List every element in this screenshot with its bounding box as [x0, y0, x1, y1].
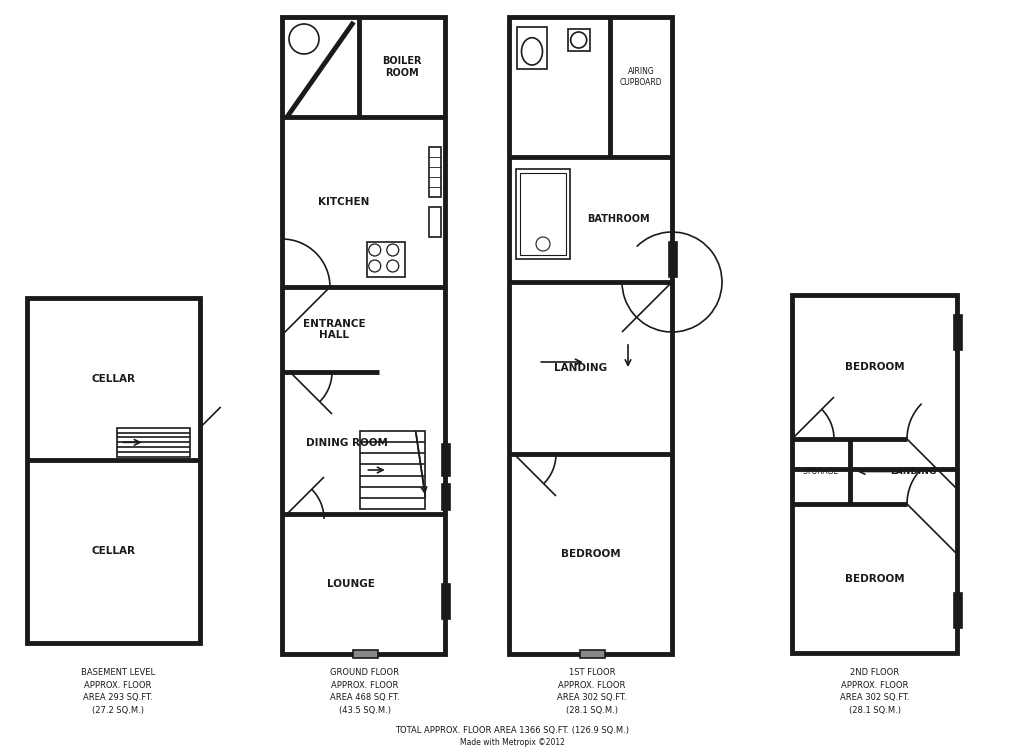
Circle shape [289, 24, 319, 54]
Bar [792, 295, 957, 653]
Bar [282, 17, 445, 654]
Circle shape [369, 260, 381, 272]
Bar [669, 242, 677, 277]
Circle shape [536, 237, 550, 251]
Text: CELLAR: CELLAR [91, 374, 135, 384]
Bar [367, 242, 404, 277]
Text: LANDING: LANDING [554, 363, 607, 373]
Bar [429, 207, 441, 237]
Text: LANDING: LANDING [890, 467, 937, 476]
Text: BASEMENT LEVEL
APPROX. FLOOR
AREA 293 SQ.FT.
(27.2 SQ.M.): BASEMENT LEVEL APPROX. FLOOR AREA 293 SQ… [81, 668, 155, 715]
Circle shape [570, 32, 587, 48]
Text: DINING ROOM: DINING ROOM [306, 438, 388, 448]
Text: ENTRANCE
HALL: ENTRANCE HALL [303, 319, 366, 340]
Circle shape [369, 244, 381, 256]
Bar [117, 428, 189, 457]
Ellipse shape [521, 38, 543, 65]
Text: LOUNGE: LOUNGE [327, 579, 375, 589]
Text: AIRING
CUPBOARD: AIRING CUPBOARD [620, 67, 663, 87]
Text: 1ST FLOOR
APPROX. FLOOR
AREA 302 SQ.FT.
(28.1 SQ.M.): 1ST FLOOR APPROX. FLOOR AREA 302 SQ.FT. … [557, 668, 627, 715]
Bar [429, 147, 441, 197]
Bar [517, 27, 547, 69]
Text: BEDROOM: BEDROOM [561, 549, 621, 559]
Circle shape [387, 244, 398, 256]
Bar [353, 650, 378, 658]
Text: CELLAR: CELLAR [91, 547, 135, 556]
Bar [442, 584, 450, 619]
Circle shape [387, 260, 398, 272]
Bar [516, 169, 570, 259]
Text: KITCHEN: KITCHEN [318, 197, 370, 207]
Bar [360, 431, 425, 509]
Bar [520, 173, 566, 255]
Text: Made with Metropix ©2012: Made with Metropix ©2012 [460, 738, 564, 747]
Bar [442, 484, 450, 510]
Text: GROUND FLOOR
APPROX. FLOOR
AREA 468 SQ.FT.
(43.5 SQ.M.): GROUND FLOOR APPROX. FLOOR AREA 468 SQ.F… [330, 668, 400, 715]
Bar [509, 17, 672, 654]
Bar [567, 29, 590, 51]
Bar [27, 298, 200, 643]
Bar [954, 593, 962, 628]
Text: 2ND FLOOR
APPROX. FLOOR
AREA 302 SQ.FT.
(28.1 SQ.M.): 2ND FLOOR APPROX. FLOOR AREA 302 SQ.FT. … [840, 668, 909, 715]
Text: BEDROOM: BEDROOM [845, 362, 904, 372]
Bar [580, 650, 605, 658]
Text: BOILER
ROOM: BOILER ROOM [382, 57, 422, 78]
Text: BATHROOM: BATHROOM [587, 214, 649, 225]
Bar [954, 315, 962, 350]
Text: BEDROOM: BEDROOM [845, 574, 904, 584]
Text: STORAGE: STORAGE [803, 467, 839, 476]
Bar [442, 444, 450, 476]
Text: TOTAL APPROX. FLOOR AREA 1366 SQ.FT. (126.9 SQ.M.): TOTAL APPROX. FLOOR AREA 1366 SQ.FT. (12… [395, 726, 629, 735]
